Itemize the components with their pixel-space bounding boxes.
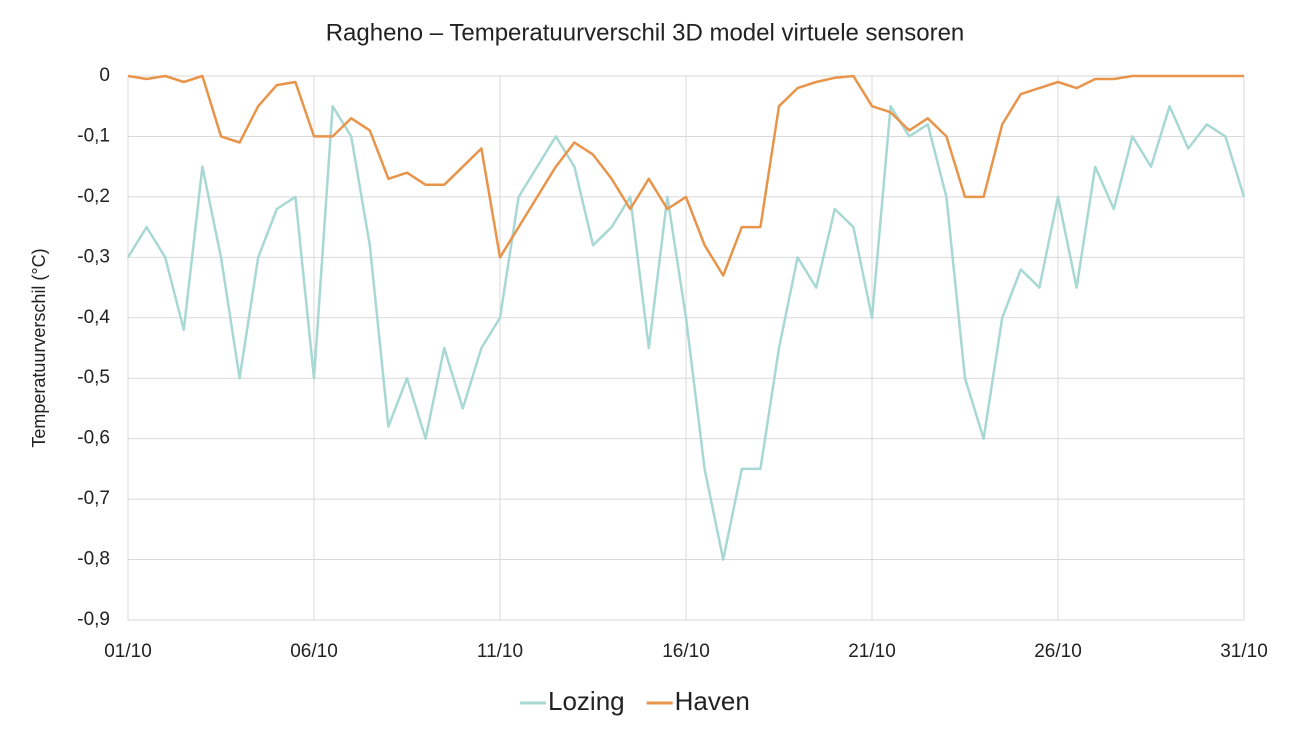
x-tick-label: 16/10 [662,641,710,662]
chart-title: Ragheno – Temperatuurverschil 3D model v… [326,19,965,46]
data-line [126,104,1246,561]
x-tick-label: 26/10 [1034,641,1082,662]
y-tick-label: -0,6 [77,428,110,449]
y-tick-label: -0,4 [77,307,110,328]
x-tick-label: 21/10 [848,641,896,662]
legend-label: Lozing [548,686,625,716]
x-tick-label: 11/10 [477,641,523,662]
x-tick-label: 06/10 [290,641,338,662]
legend-label: Haven [675,686,750,716]
y-tick-label: -0,2 [77,186,110,207]
y-tick-label: -0,1 [77,125,110,146]
x-tick-label: 31/10 [1220,641,1268,662]
y-tick-label: -0,5 [77,367,110,388]
data-line [127,74,1244,277]
y-axis-label: Temperatuurverschil (°C) [29,248,49,447]
y-tick-label: -0,9 [77,609,110,630]
x-tick-label: 01/10 [104,641,152,662]
y-tick-label: -0,3 [77,246,110,267]
y-tick-label: 0 [99,65,110,86]
y-tick-label: -0,7 [77,488,110,509]
y-tick-label: -0,8 [77,549,110,570]
